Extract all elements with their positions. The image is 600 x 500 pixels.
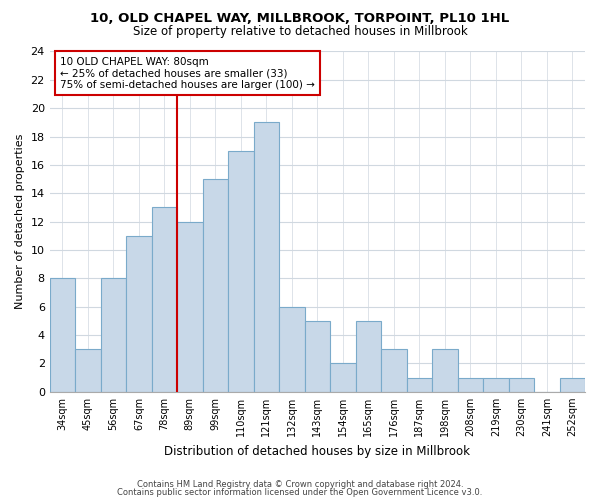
Bar: [560, 378, 585, 392]
Bar: [381, 350, 407, 392]
Text: Contains HM Land Registry data © Crown copyright and database right 2024.: Contains HM Land Registry data © Crown c…: [137, 480, 463, 489]
Bar: [483, 378, 509, 392]
Text: Contains public sector information licensed under the Open Government Licence v3: Contains public sector information licen…: [118, 488, 482, 497]
Bar: [356, 321, 381, 392]
Bar: [305, 321, 330, 392]
X-axis label: Distribution of detached houses by size in Millbrook: Distribution of detached houses by size …: [164, 444, 470, 458]
Bar: [152, 208, 177, 392]
Bar: [126, 236, 152, 392]
Text: Size of property relative to detached houses in Millbrook: Size of property relative to detached ho…: [133, 25, 467, 38]
Bar: [330, 364, 356, 392]
Y-axis label: Number of detached properties: Number of detached properties: [15, 134, 25, 310]
Text: 10, OLD CHAPEL WAY, MILLBROOK, TORPOINT, PL10 1HL: 10, OLD CHAPEL WAY, MILLBROOK, TORPOINT,…: [91, 12, 509, 26]
Bar: [177, 222, 203, 392]
Bar: [279, 306, 305, 392]
Bar: [101, 278, 126, 392]
Bar: [75, 350, 101, 392]
Bar: [50, 278, 75, 392]
Bar: [432, 350, 458, 392]
Bar: [509, 378, 534, 392]
Bar: [458, 378, 483, 392]
Bar: [203, 179, 228, 392]
Bar: [407, 378, 432, 392]
Bar: [254, 122, 279, 392]
Text: 10 OLD CHAPEL WAY: 80sqm
← 25% of detached houses are smaller (33)
75% of semi-d: 10 OLD CHAPEL WAY: 80sqm ← 25% of detach…: [61, 56, 315, 90]
Bar: [228, 151, 254, 392]
